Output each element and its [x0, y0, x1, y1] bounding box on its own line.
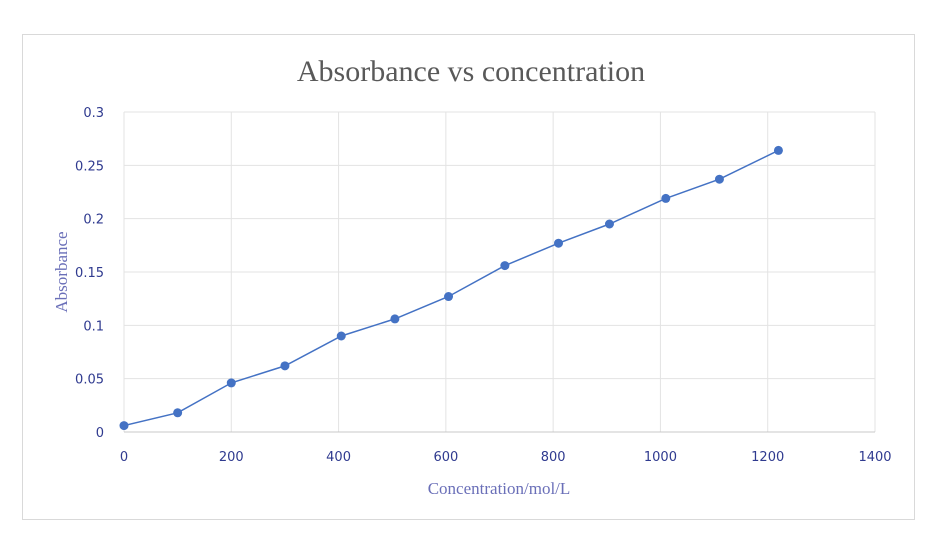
- tick-labels: 0 0.05 0.1 0.15 0.2 0.25 0.3 0 200 400 600 800 1000 1…: [75, 106, 892, 465]
- series-absorbance: [119, 145, 783, 431]
- y-tick-label: 0.2: [83, 213, 104, 228]
- y-tick-label: 0.15: [75, 266, 104, 281]
- data-point: [173, 408, 183, 418]
- y-tick-label: 0.3: [83, 106, 104, 121]
- x-tick-label: 200: [219, 450, 244, 465]
- data-point: [661, 193, 671, 203]
- data-point: [444, 292, 454, 302]
- y-tick-label: 0: [96, 426, 104, 441]
- grid: [123, 111, 876, 433]
- x-tick-label: 0: [120, 450, 128, 465]
- data-point: [280, 361, 290, 371]
- y-axis-label: Absorbance: [52, 231, 71, 312]
- x-tick-label: 1200: [751, 450, 784, 465]
- series-line: [123, 149, 779, 427]
- x-tick-label: 1400: [858, 450, 891, 465]
- x-axis-label: Concentration/mol/L: [428, 479, 571, 498]
- chart-frame: [22, 34, 915, 520]
- y-tick-label: 0.25: [75, 159, 104, 174]
- data-point: [500, 261, 510, 271]
- data-point: [554, 238, 564, 248]
- x-tick-label: 800: [541, 450, 566, 465]
- y-tick-label: 0.05: [75, 373, 104, 388]
- y-tick-label: 0.1: [83, 319, 104, 334]
- x-tick-label: 1000: [644, 450, 677, 465]
- x-tick-label: 600: [433, 450, 458, 465]
- data-point: [390, 314, 400, 324]
- data-point: [226, 378, 236, 388]
- x-tick-label: 400: [326, 450, 351, 465]
- data-point: [773, 145, 783, 155]
- chart-title: Absorbance vs concentration: [297, 55, 645, 88]
- data-point: [119, 421, 129, 431]
- data-point: [714, 174, 724, 184]
- data-point: [604, 219, 614, 229]
- data-point: [336, 331, 346, 341]
